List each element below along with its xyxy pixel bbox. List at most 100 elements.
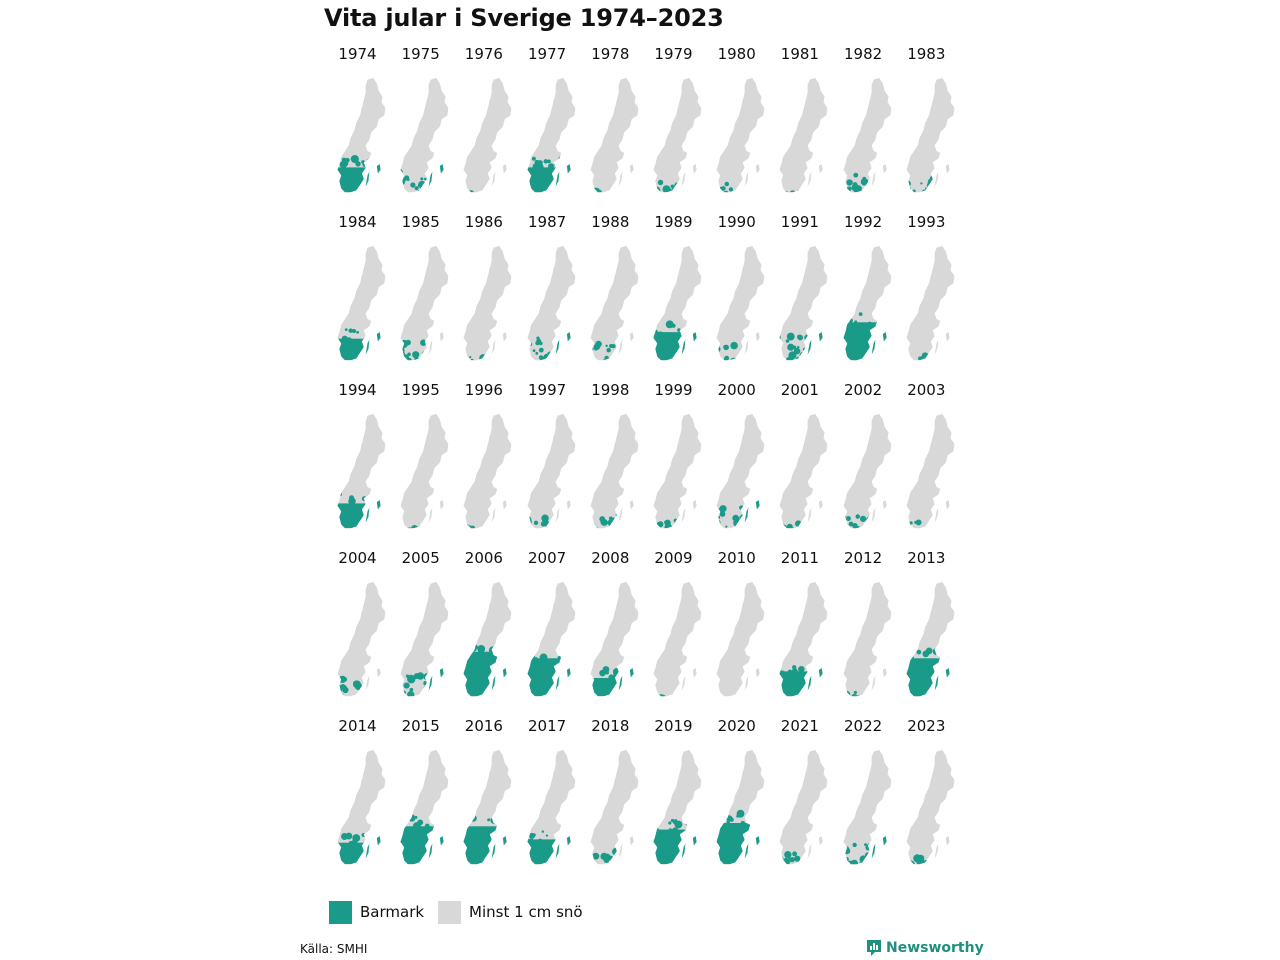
year-label: 2006 <box>464 549 503 567</box>
island-gotland <box>692 500 697 510</box>
island-gotland <box>692 836 697 846</box>
year-label: 1997 <box>528 381 567 399</box>
year-label: 2016 <box>464 717 503 735</box>
sweden-map-1996 <box>463 413 512 529</box>
snow-area <box>906 749 955 865</box>
snow-area <box>527 413 575 529</box>
year-label: 2021 <box>780 717 819 735</box>
year-panel-2010: 2010 <box>705 546 768 714</box>
sweden-map-1991 <box>779 245 828 361</box>
sweden-map-2006 <box>463 581 512 697</box>
island-gotland <box>756 332 760 342</box>
year-label: 2005 <box>401 549 440 567</box>
island-gotland <box>756 164 760 174</box>
year-label: 2011 <box>780 549 819 567</box>
year-panel-1992: 1992 <box>832 210 895 378</box>
bare-ground-area <box>527 155 575 193</box>
island-gotland <box>882 332 887 342</box>
sweden-map-1999 <box>653 413 702 529</box>
legend-swatch-snow <box>438 900 462 924</box>
snow-area <box>653 413 702 529</box>
year-panel-1976: 1976 <box>452 42 515 210</box>
year-panel-2016: 2016 <box>452 714 515 882</box>
island-oland <box>934 507 939 523</box>
snow-area <box>590 413 639 529</box>
year-panel-2018: 2018 <box>579 714 642 882</box>
sweden-map-1987 <box>527 245 575 361</box>
island-gotland <box>440 836 444 846</box>
year-label: 2015 <box>401 717 440 735</box>
year-panel-2015: 2015 <box>389 714 452 882</box>
snow-area <box>590 245 639 361</box>
island-gotland <box>819 332 824 342</box>
island-oland <box>681 171 686 187</box>
year-panel-1981: 1981 <box>768 42 831 210</box>
island-gotland <box>503 668 508 678</box>
island-oland <box>492 675 496 691</box>
island-gotland <box>756 836 760 846</box>
island-oland <box>618 339 623 355</box>
year-panel-1997: 1997 <box>516 378 579 546</box>
snow-area <box>779 245 828 361</box>
island-gotland <box>376 500 381 510</box>
year-label: 2001 <box>780 381 819 399</box>
year-label: 1978 <box>591 45 630 63</box>
sweden-map-2005 <box>400 581 449 697</box>
snow-area <box>716 581 765 697</box>
year-label: 1985 <box>401 213 440 231</box>
sweden-map-2019 <box>653 749 702 865</box>
island-oland <box>744 339 749 355</box>
year-panel-2021: 2021 <box>768 714 831 882</box>
island-oland <box>681 339 686 355</box>
sweden-map-2001 <box>779 413 828 529</box>
island-oland <box>681 675 686 691</box>
snow-area <box>843 749 891 865</box>
newsworthy-logo-icon <box>867 940 881 956</box>
island-oland <box>871 507 875 523</box>
year-panel-1986: 1986 <box>452 210 515 378</box>
sweden-map-2014 <box>337 749 386 865</box>
island-gotland <box>945 668 950 678</box>
island-gotland <box>440 500 444 510</box>
year-label: 1992 <box>844 213 883 231</box>
island-oland <box>744 507 749 523</box>
year-label: 1983 <box>907 45 946 63</box>
year-label: 1975 <box>401 45 440 63</box>
island-oland <box>744 675 749 691</box>
year-label: 1995 <box>401 381 440 399</box>
snow-area <box>337 77 386 193</box>
island-gotland <box>819 668 824 678</box>
year-panel-1999: 1999 <box>642 378 705 546</box>
snow-area <box>843 581 891 697</box>
island-oland <box>618 843 623 859</box>
year-panel-2020: 2020 <box>705 714 768 882</box>
island-gotland <box>629 500 634 510</box>
legend-item-bare: Barmark <box>329 900 424 924</box>
year-label: 2014 <box>338 717 377 735</box>
year-panel-2023: 2023 <box>895 714 958 882</box>
island-oland <box>492 171 496 187</box>
island-oland <box>871 171 875 187</box>
sweden-map-1998 <box>590 413 639 529</box>
year-panel-1998: 1998 <box>579 378 642 546</box>
sweden-map-1978 <box>590 77 639 193</box>
year-label: 1977 <box>528 45 567 63</box>
island-gotland <box>376 836 381 846</box>
year-panel-1994: 1994 <box>326 378 389 546</box>
snow-area <box>400 581 449 697</box>
year-panel-1982: 1982 <box>832 42 895 210</box>
island-oland <box>618 507 623 523</box>
snow-area <box>590 581 639 697</box>
snow-area <box>779 77 828 193</box>
sweden-map-1979 <box>653 77 702 193</box>
sweden-map-2007 <box>527 581 575 697</box>
sweden-map-2023 <box>906 749 955 865</box>
year-label: 1980 <box>717 45 756 63</box>
island-oland <box>555 675 559 691</box>
year-panel-1995: 1995 <box>389 378 452 546</box>
year-panel-2022: 2022 <box>832 714 895 882</box>
year-panel-1983: 1983 <box>895 42 958 210</box>
year-label: 1979 <box>654 45 693 63</box>
snow-area <box>590 77 639 193</box>
snow-area <box>716 77 765 193</box>
